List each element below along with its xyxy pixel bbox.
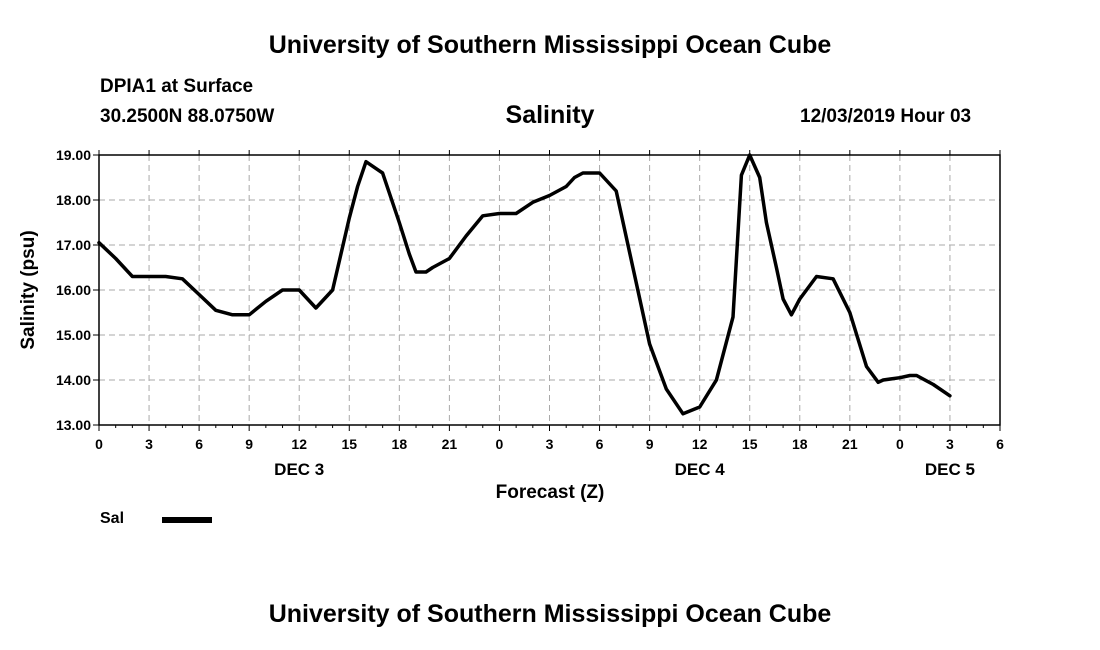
x-tick-label: 6 <box>996 436 1004 452</box>
x-tick-label: 3 <box>145 436 153 452</box>
x-tick-label: 21 <box>842 436 858 452</box>
x-tick-label: 6 <box>596 436 604 452</box>
day-label: DEC 5 <box>925 460 975 479</box>
x-axis-label: Forecast (Z) <box>495 482 605 503</box>
grid-lines <box>99 155 1000 425</box>
x-tick-label: 0 <box>95 436 103 452</box>
chart-title: Salinity <box>505 101 595 129</box>
x-tick-label: 0 <box>496 436 504 452</box>
x-tick-label: 3 <box>946 436 954 452</box>
y-tick-label: 19.00 <box>56 147 91 163</box>
legend-label: Sal <box>100 510 125 527</box>
day-label: DEC 3 <box>274 460 324 479</box>
series-lines <box>97 153 952 416</box>
y-tick-label: 15.00 <box>56 327 91 343</box>
x-tick-label: 12 <box>692 436 708 452</box>
y-axis-label: Salinity (psu) <box>18 230 39 349</box>
footer-title: University of Southern Mississippi Ocean… <box>268 600 832 628</box>
y-tick-label: 14.00 <box>56 372 91 388</box>
x-tick-label: 12 <box>291 436 307 452</box>
y-tick-label: 17.00 <box>56 237 91 253</box>
y-axis-ticks: 13.00 14.00 15.00 16.00 17.00 18.00 19.00 <box>56 147 99 433</box>
day-label: DEC 4 <box>675 460 726 479</box>
x-axis-ticks: 0 3 6 9 12 15 18 21 0 3 6 9 12 15 18 21 0 3 6 <box>95 150 1004 452</box>
x-tick-label: 0 <box>896 436 904 452</box>
x-tick-label: 9 <box>646 436 654 452</box>
y-tick-label: 16.00 <box>56 282 91 298</box>
y-tick-label: 18.00 <box>56 192 91 208</box>
series-line-sal <box>97 153 952 416</box>
day-labels: DEC 3 DEC 4 DEC 5 <box>274 460 975 479</box>
x-tick-label: 6 <box>195 436 203 452</box>
x-tick-label: 3 <box>546 436 554 452</box>
page-title: University of Southern Mississippi Ocean… <box>268 31 832 59</box>
x-tick-label: 18 <box>392 436 408 452</box>
x-tick-label: 15 <box>742 436 758 452</box>
x-tick-label: 15 <box>341 436 357 452</box>
y-tick-label: 13.00 <box>56 417 91 433</box>
x-tick-label: 21 <box>442 436 458 452</box>
station-name: DPIA1 at Surface <box>100 76 254 97</box>
forecast-datetime: 12/03/2019 Hour 03 <box>800 106 972 127</box>
x-tick-label: 18 <box>792 436 808 452</box>
station-coordinates: 30.2500N 88.0750W <box>100 106 275 127</box>
x-tick-label: 9 <box>245 436 253 452</box>
